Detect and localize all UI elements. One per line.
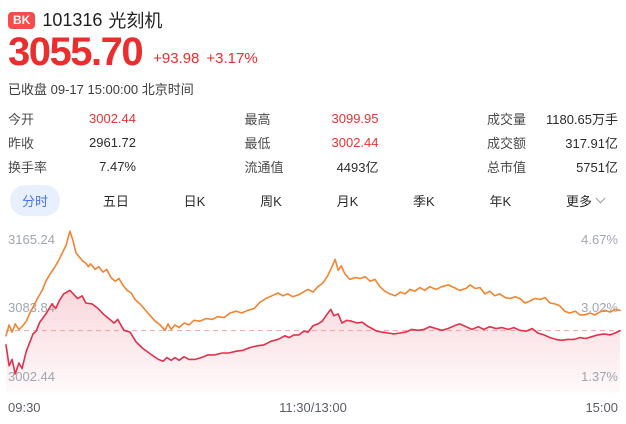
stat-volume: 成交量 1180.65万手 <box>487 106 618 130</box>
stat-label: 今开 <box>8 111 35 127</box>
tab-yearly-k[interactable]: 年K <box>489 193 512 209</box>
time-label-open: 09:30 <box>8 400 41 415</box>
tab-more-label: 更多 <box>565 193 592 209</box>
stat-value: 7.47% <box>99 158 136 174</box>
stat-value: 3002.44 <box>331 134 379 150</box>
stat-market-cap: 总市值 5751亿 <box>487 154 618 178</box>
stat-value: 3099.95 <box>331 110 379 126</box>
stats-grid: 今开 3002.44 昨收 2961.72 换手率 7.47% 最高 3099.… <box>0 106 626 178</box>
stat-label: 最低 <box>244 135 271 151</box>
stock-code: 101316 <box>42 9 103 30</box>
time-label-close: 15:00 <box>585 400 618 415</box>
chart-panel: 3165.24 3083.84 3002.44 4.67% 3.02% 1.37… <box>0 224 626 394</box>
tab-daily-k[interactable]: 日K <box>183 193 206 209</box>
stat-label: 流通值 <box>244 159 284 175</box>
y-axis-right-bottom: 1.37% <box>581 369 618 384</box>
quote-header: BK 101316 光刻机 3055.70 +93.98 +3.17% 已收盘 … <box>0 0 626 98</box>
stat-value: 317.91亿 <box>565 135 618 151</box>
stat-float-value: 流通值 4493亿 <box>245 154 379 178</box>
stat-today-open: 今开 3002.44 <box>8 106 136 130</box>
stat-label: 最高 <box>244 111 271 127</box>
stats-column-3: 成交量 1180.65万手 成交额 317.91亿 总市值 5751亿 <box>487 106 618 178</box>
stat-label: 换手率 <box>8 159 48 175</box>
stat-low: 最低 3002.44 <box>245 130 379 154</box>
stat-turnover-rate: 换手率 7.47% <box>8 154 136 178</box>
stat-amount: 成交额 317.91亿 <box>487 130 618 154</box>
chevron-down-icon <box>595 193 606 203</box>
y-axis-left-mid: 3083.84 <box>8 300 55 315</box>
price-change-percent: +3.17% <box>206 50 258 67</box>
y-axis-right-top: 4.67% <box>581 232 618 247</box>
market-status: 已收盘 09-17 15:00:00 北京时间 <box>8 82 194 97</box>
stock-name: 光刻机 <box>108 11 163 31</box>
tab-intraday[interactable]: 分时 <box>10 184 61 216</box>
stat-label: 成交额 <box>487 135 527 151</box>
chart-canvas[interactable]: 3165.24 3083.84 3002.44 4.67% 3.02% 1.37… <box>0 224 626 394</box>
tab-monthly-k[interactable]: 月K <box>336 193 359 209</box>
tab-five-day[interactable]: 五日 <box>102 193 129 209</box>
stat-label: 成交量 <box>487 111 527 127</box>
stat-value: 2961.72 <box>89 134 136 150</box>
stat-label: 昨收 <box>8 135 35 151</box>
period-tabs: 分时 五日 日K 周K 月K 季K 年K 更多 <box>0 184 626 216</box>
stat-label: 总市值 <box>487 159 527 175</box>
stat-value: 1180.65万手 <box>545 111 618 127</box>
price-change: +93.98 <box>153 50 200 67</box>
time-label-noon: 11:30/13:00 <box>279 400 347 415</box>
stat-value: 4493亿 <box>336 159 379 175</box>
y-axis-left-top: 3165.24 <box>8 232 55 247</box>
stat-high: 最高 3099.95 <box>245 106 379 130</box>
time-axis: 09:30 11:30/13:00 15:00 <box>0 400 626 415</box>
y-axis-left-bottom: 3002.44 <box>8 369 55 384</box>
stat-value: 3002.44 <box>89 110 136 126</box>
tab-more[interactable]: 更多 <box>554 185 616 216</box>
current-price: 3055.70 <box>8 30 144 74</box>
stat-value: 5751亿 <box>576 159 618 175</box>
stats-column-1: 今开 3002.44 昨收 2961.72 换手率 7.47% <box>8 106 136 178</box>
price-area-fill <box>6 290 620 392</box>
stats-column-2: 最高 3099.95 最低 3002.44 流通值 4493亿 <box>245 106 379 178</box>
price-line <box>5 289 621 375</box>
bk-badge: BK <box>8 11 36 29</box>
tab-weekly-k[interactable]: 周K <box>260 193 282 209</box>
title-row: BK 101316 光刻机 <box>8 9 618 31</box>
secondary-line <box>5 230 621 337</box>
tab-quarterly-k[interactable]: 季K <box>413 193 435 209</box>
stat-prev-close: 昨收 2961.72 <box>8 130 136 154</box>
price-row: 3055.70 +93.98 +3.17% <box>8 30 618 74</box>
